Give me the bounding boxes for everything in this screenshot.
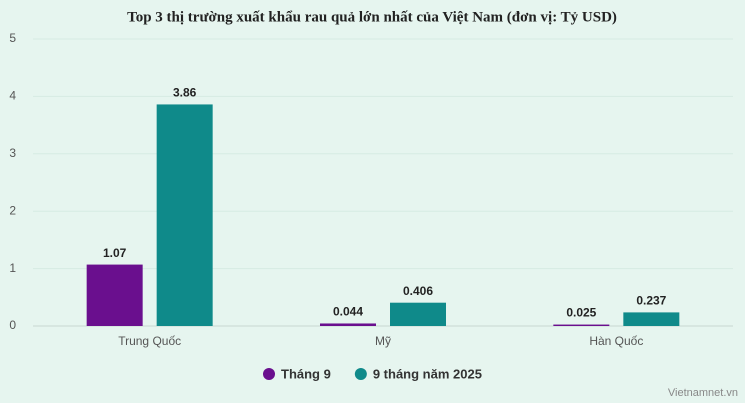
y-tick-label: 2 <box>9 203 16 217</box>
bar <box>156 104 213 326</box>
y-tick-label: 0 <box>9 318 16 332</box>
legend-marker <box>354 368 367 380</box>
value-label: 0.237 <box>636 294 666 308</box>
value-label: 0.406 <box>403 284 433 298</box>
value-label: 1.07 <box>103 246 127 260</box>
legend-label: 9 tháng năm 2025 <box>373 366 482 381</box>
x-tick-label: Mỹ <box>375 334 391 348</box>
value-label: 3.86 <box>173 86 197 100</box>
legend-label: Tháng 9 <box>281 366 331 381</box>
y-tick-label: 1 <box>9 261 16 275</box>
y-tick-label: 3 <box>9 146 16 160</box>
source: Vietnamnet.vn <box>668 387 738 399</box>
value-label: 0.025 <box>566 306 596 320</box>
bar <box>320 323 376 326</box>
x-tick-label: Hàn Quốc <box>589 334 643 348</box>
chart-title: Top 3 thị trường xuất khẩu rau quả lớn n… <box>127 9 617 25</box>
y-tick-label: 4 <box>9 89 16 103</box>
x-tick-label: Trung Quốc <box>118 334 181 348</box>
bar <box>553 324 610 326</box>
legend-marker <box>263 368 275 380</box>
bar <box>623 312 680 326</box>
bar <box>86 264 143 326</box>
bar <box>390 302 446 326</box>
y-tick-label: 5 <box>9 31 16 45</box>
value-label: 0.044 <box>333 305 363 319</box>
